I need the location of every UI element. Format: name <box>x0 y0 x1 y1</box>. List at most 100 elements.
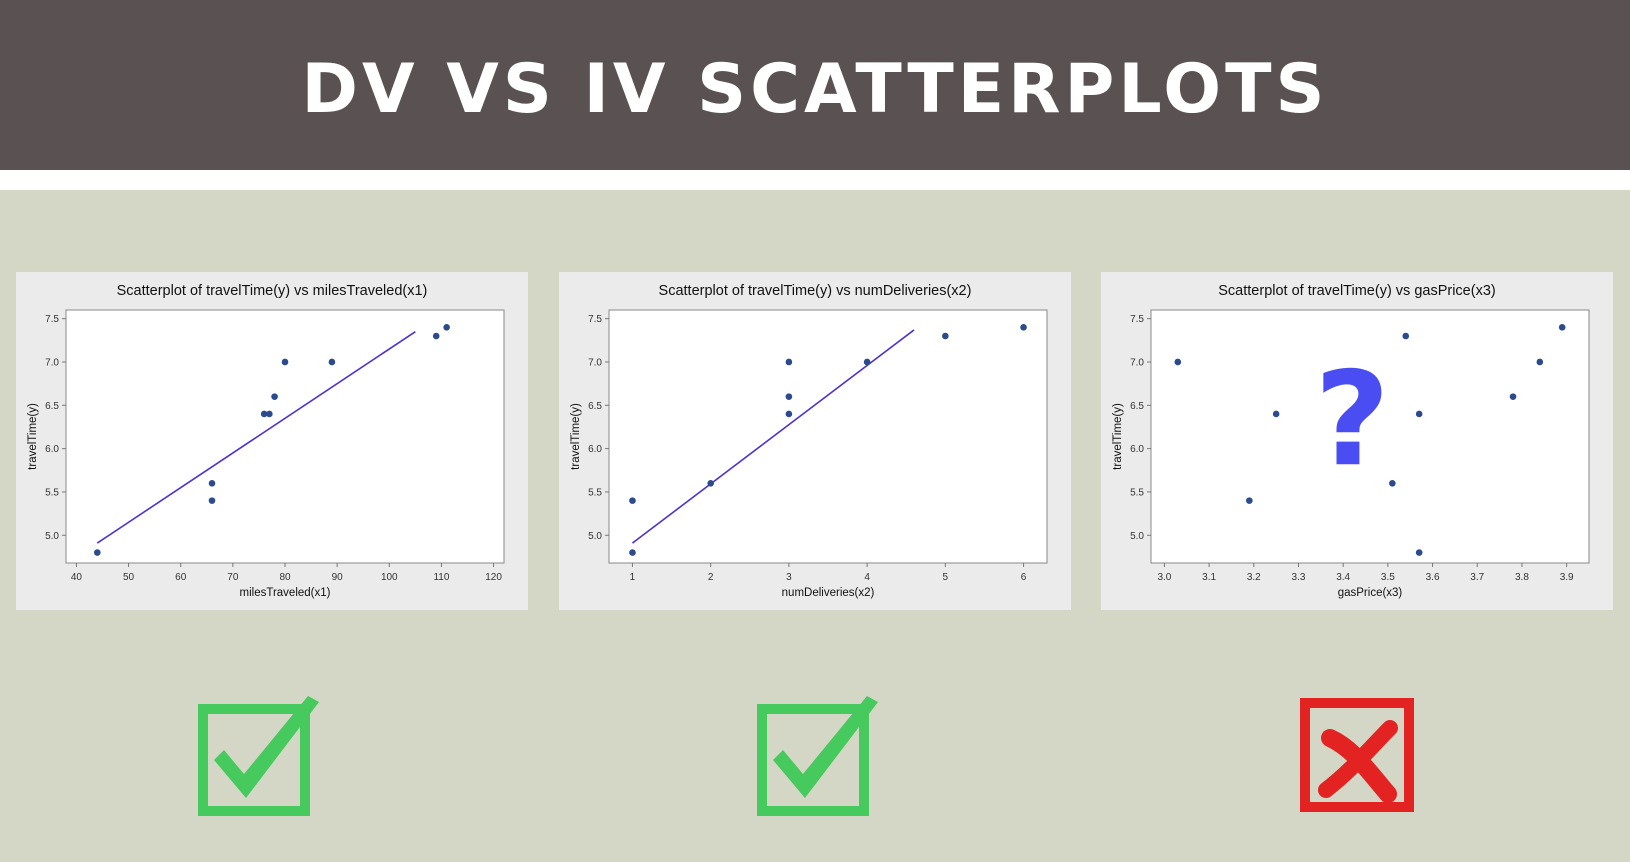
x-tick-label: 80 <box>279 572 291 583</box>
regression-line <box>96 330 416 544</box>
y-tick-label: 5.5 <box>45 487 59 498</box>
x-tick-label: 5 <box>943 572 949 583</box>
cross-icon-svg <box>1300 698 1414 812</box>
x-tick-label: 3.8 <box>1515 572 1529 583</box>
x-tick-label: 3 <box>786 572 792 583</box>
x-tick-label: 100 <box>381 572 398 583</box>
data-point <box>1402 332 1410 340</box>
y-tick-label: 6.5 <box>45 401 59 412</box>
y-tick-label: 5.0 <box>588 531 602 542</box>
x-tick-label: 3.2 <box>1247 572 1261 583</box>
data-point <box>328 358 336 366</box>
x-tick-label: 60 <box>175 572 187 583</box>
chart-svg: Scatterplot of travelTime(y) vs milesTra… <box>16 272 528 610</box>
check-icon-svg <box>757 696 878 816</box>
data-point <box>863 358 871 366</box>
data-point <box>1415 549 1423 556</box>
x-axis-label: milesTraveled(x1) <box>240 587 331 599</box>
data-point <box>707 479 714 487</box>
x-tick-label: 3.3 <box>1292 572 1306 583</box>
y-tick-label: 7.5 <box>1130 314 1144 325</box>
x-tick-label: 120 <box>485 572 502 583</box>
question-mark-icon: ? <box>1314 343 1389 495</box>
y-tick-label: 7.0 <box>45 357 59 368</box>
x-tick-label: 3.1 <box>1202 572 1216 583</box>
data-point <box>208 497 216 504</box>
x-tick-label: 6 <box>1021 572 1027 583</box>
cross-mark-icon <box>1300 698 1424 822</box>
x-tick-label: 3.9 <box>1560 572 1574 583</box>
y-tick-label: 6.0 <box>45 444 59 455</box>
data-point <box>432 332 440 340</box>
data-point <box>785 393 793 400</box>
x-tick-label: 3.5 <box>1381 572 1395 583</box>
x-tick-label: 50 <box>123 572 135 583</box>
y-axis-label: travelTime(y) <box>570 403 582 470</box>
plot-area <box>65 309 505 564</box>
regression-line <box>631 329 915 544</box>
data-point <box>93 549 101 556</box>
x-tick-label: 3.0 <box>1157 572 1171 583</box>
check-mark-icon <box>198 696 322 822</box>
chart-title: Scatterplot of travelTime(y) vs milesTra… <box>117 283 428 299</box>
check-stroke <box>773 696 878 798</box>
chart-title: Scatterplot of travelTime(y) vs gasPrice… <box>1218 283 1495 299</box>
plot-area <box>1150 309 1590 564</box>
chart-title: Scatterplot of travelTime(y) vs numDeliv… <box>659 283 972 299</box>
data-point <box>785 410 793 418</box>
x-tick-label: 3.4 <box>1336 572 1350 583</box>
data-point <box>271 393 278 400</box>
x-axis-label: gasPrice(x3) <box>1338 587 1403 599</box>
data-point <box>1246 497 1253 504</box>
check-box <box>198 704 310 816</box>
y-tick-label: 7.5 <box>588 314 602 325</box>
chart-svg: Scatterplot of travelTime(y) vs numDeliv… <box>559 272 1071 610</box>
y-axis-label: travelTime(y) <box>27 403 39 470</box>
y-tick-label: 5.5 <box>588 487 602 498</box>
header-bar: DV VS IV SCATTERPLOTS <box>0 0 1630 170</box>
y-tick-label: 5.0 <box>1130 531 1144 542</box>
y-tick-label: 7.0 <box>588 357 602 368</box>
y-tick-label: 6.0 <box>1130 444 1144 455</box>
data-point <box>1509 393 1517 400</box>
chart-svg: Scatterplot of travelTime(y) vs gasPrice… <box>1101 272 1613 610</box>
data-point <box>1536 358 1544 366</box>
y-axis-label: travelTime(y) <box>1112 403 1124 470</box>
x-tick-label: 3.6 <box>1426 572 1440 583</box>
check-box <box>757 704 869 816</box>
data-point <box>266 410 273 418</box>
data-point <box>942 332 949 340</box>
x-tick-label: 2 <box>708 572 714 583</box>
data-point <box>281 358 289 366</box>
data-point <box>443 324 450 331</box>
plot-area <box>608 309 1048 564</box>
check-stroke <box>214 696 319 798</box>
x-tick-label: 4 <box>864 572 870 583</box>
x-tick-label: 1 <box>630 572 636 583</box>
x-tick-label: 110 <box>433 572 449 583</box>
data-point <box>208 479 216 487</box>
cross-box <box>1300 698 1414 812</box>
check-icon-svg <box>198 696 319 816</box>
data-point <box>785 358 793 366</box>
y-tick-label: 6.5 <box>588 401 602 412</box>
data-point <box>629 497 636 504</box>
data-point <box>1020 324 1027 331</box>
x-tick-label: 3.7 <box>1470 572 1484 583</box>
data-point <box>1272 410 1280 418</box>
scatterplot-num-deliveries: Scatterplot of travelTime(y) vs numDeliv… <box>559 272 1071 610</box>
y-tick-label: 6.0 <box>588 444 602 455</box>
data-point <box>1558 324 1566 331</box>
y-tick-label: 5.0 <box>45 531 59 542</box>
x-tick-label: 40 <box>71 572 83 583</box>
cross-stroke <box>1318 720 1398 798</box>
y-tick-label: 7.5 <box>45 314 59 325</box>
data-point <box>1415 410 1423 418</box>
data-point <box>1174 358 1182 366</box>
x-tick-label: 90 <box>332 572 344 583</box>
x-tick-label: 70 <box>227 572 239 583</box>
data-point <box>260 410 268 418</box>
check-mark-icon <box>757 696 881 822</box>
x-axis-label: numDeliveries(x2) <box>782 587 875 599</box>
